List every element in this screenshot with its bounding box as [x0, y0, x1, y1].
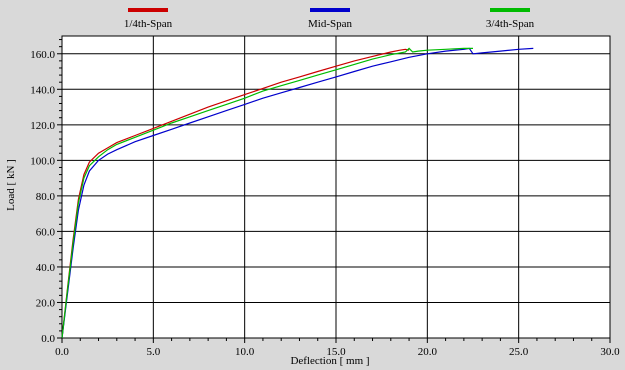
x-tick-label: 5.0: [146, 346, 160, 358]
axes: 0.0 5.0 10.0 15.0 20.0 25.0 30.0 0.0 20.0 40.0 60.…: [30, 39, 620, 358]
legend-swatch: [128, 8, 168, 12]
series-line: [61, 48, 410, 339]
x-tick-label: 20.0: [418, 346, 438, 358]
y-axis-title: Load [ kN ]: [5, 159, 17, 211]
y-tick-label: 100.0: [30, 155, 55, 167]
y-tick-label: 60.0: [36, 226, 56, 238]
legend-label: 1/4th-Span: [124, 18, 173, 30]
x-tick-label: 25.0: [509, 346, 529, 358]
x-tick-label: 10.0: [235, 346, 255, 358]
series-lines: [61, 47, 534, 339]
y-tick-label: 20.0: [36, 297, 56, 309]
x-tick-label: 15.0: [326, 346, 346, 358]
y-tick-label: 0.0: [41, 333, 55, 345]
x-tick-label: 0.0: [55, 346, 69, 358]
y-tick-label: 80.0: [36, 191, 56, 203]
legend-label: 3/4th-Span: [486, 18, 535, 30]
x-axis-title: Deflection [ mm ]: [290, 355, 369, 367]
y-tick-label: 40.0: [36, 262, 56, 274]
y-tick-label: 160.0: [30, 49, 55, 61]
y-tick-label: 140.0: [30, 84, 55, 96]
y-tick-label: 120.0: [30, 120, 55, 132]
legend-swatch: [310, 8, 350, 12]
legend-swatch: [490, 8, 530, 12]
legend-label: Mid-Span: [308, 18, 353, 30]
series-line: [61, 47, 473, 339]
grid-lines: [62, 36, 610, 338]
legend: 1/4th-Span Mid-Span 3/4th-Span: [124, 8, 535, 30]
x-tick-label: 30.0: [600, 346, 620, 358]
